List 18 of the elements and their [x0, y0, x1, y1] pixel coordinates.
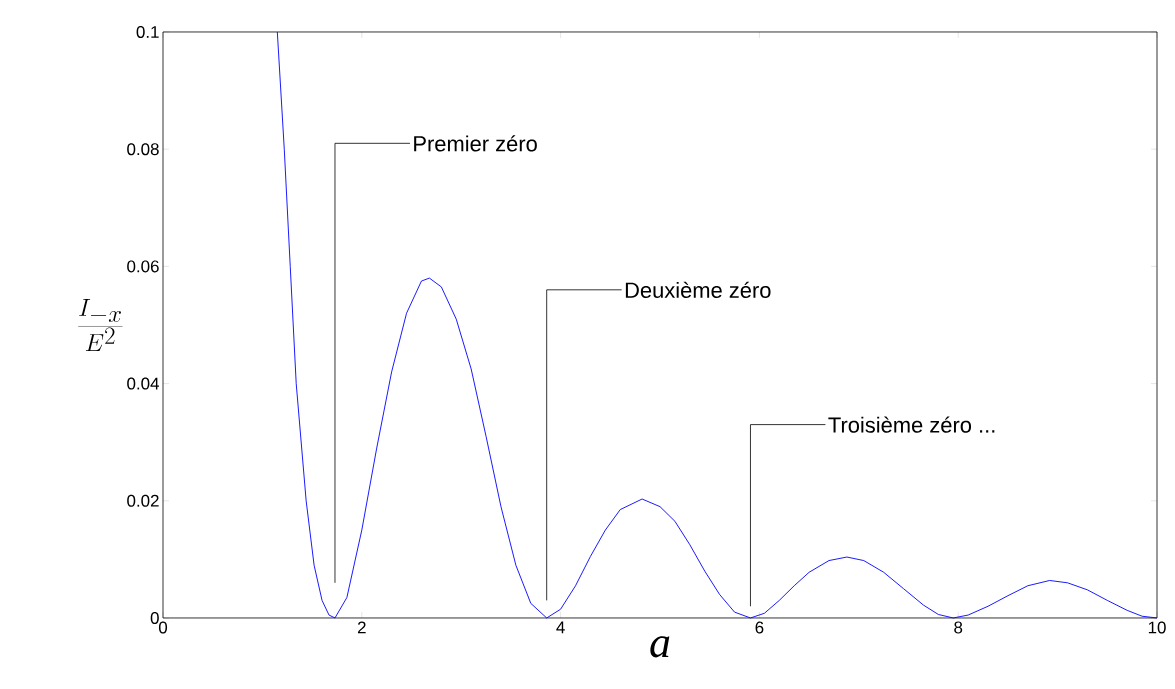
- annotation: Troisième zéro ...: [828, 416, 995, 433]
- x-tick-label: 10: [1148, 621, 1166, 634]
- y-axis-title: $\frac{I_{-x}}{E^{2}}$: [78, 298, 123, 351]
- y-tick-label: 0.02: [127, 494, 159, 507]
- annotation: Deuxième zéro: [625, 281, 771, 298]
- y-tick-label: 0.1: [136, 25, 159, 38]
- x-tick-label: 8: [954, 621, 963, 634]
- x-tick-label: 2: [357, 621, 366, 634]
- line-series: [276, 31, 1158, 619]
- x-tick-label: 6: [755, 621, 764, 634]
- y-tick-label: 0.04: [127, 377, 159, 390]
- x-tick-label: 0: [158, 621, 168, 634]
- x-axis-title: a: [650, 636, 670, 658]
- x-tick-label: 4: [556, 621, 565, 634]
- annotation: Premier zéro: [414, 135, 537, 152]
- y-tick-label: 0.08: [127, 143, 159, 156]
- y-tick-label: 0.06: [127, 260, 159, 273]
- y-tick-label: 0: [150, 611, 159, 624]
